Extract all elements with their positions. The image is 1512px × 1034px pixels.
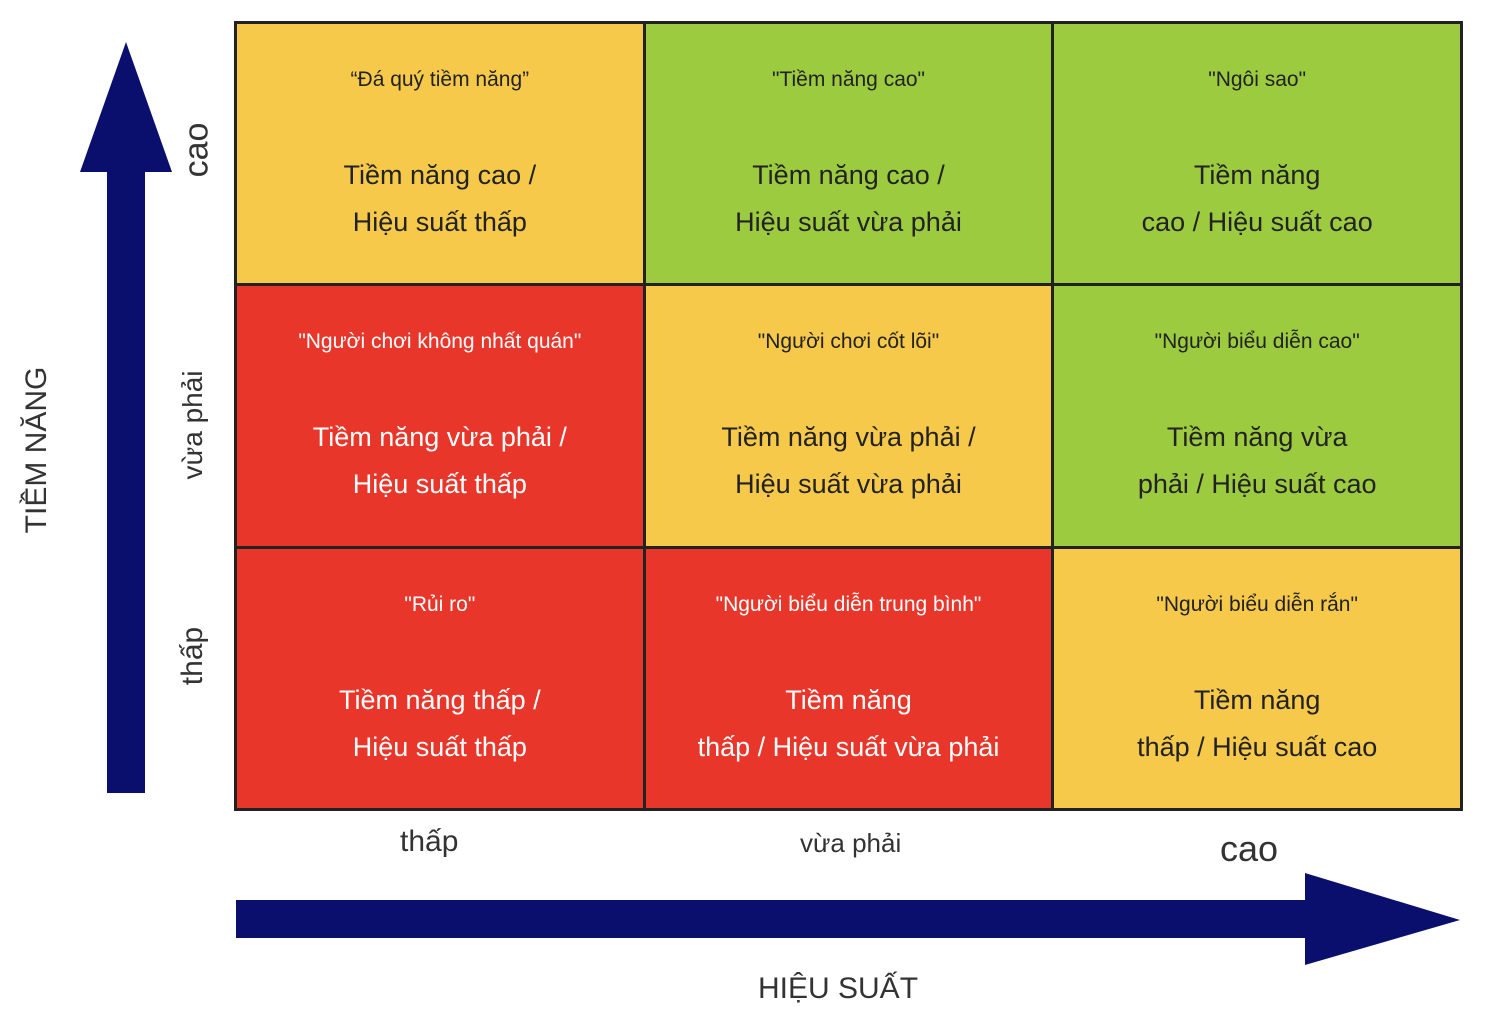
y-level: cao bbox=[177, 122, 216, 178]
cell-name: "Ngôi sao" bbox=[1208, 68, 1307, 91]
cell-description: Tiềm năng vừa bbox=[1166, 422, 1348, 453]
cell-name: "Người biểu diễn trung bình" bbox=[715, 592, 982, 616]
cell-name: "Người chơi không nhất quán" bbox=[298, 330, 582, 354]
y-arrow-head bbox=[80, 42, 172, 172]
y-level: thấp bbox=[176, 626, 209, 686]
x-level: vừa phải bbox=[800, 828, 902, 858]
cell-description: cao / Hiệu suất cao bbox=[1141, 207, 1373, 237]
cell-name: "Rủi ro" bbox=[404, 592, 476, 616]
grid-cell: "Tiềm năng cao" Tiềm năng cao / Hiệu suất … bbox=[645, 24, 1052, 284]
x-level: thấp bbox=[400, 825, 459, 858]
cell-description: phải / Hiệu suất cao bbox=[1137, 469, 1377, 500]
cell-name: "Tiềm năng cao" bbox=[771, 68, 926, 91]
cell-description: Hiệu suất vừa phải bbox=[735, 207, 962, 237]
grid-cell: "Người biểu diễn rắn" Tiềm năng thấp / Hiệ… bbox=[1054, 548, 1460, 808]
grid-cell: “Đá quý tiềm năng” Tiềm năng cao / Hiệu su… bbox=[237, 24, 643, 284]
x-arrow-shaft bbox=[236, 900, 1311, 938]
cell-name: "Người biểu diễn cao" bbox=[1154, 330, 1360, 354]
cell-description: Hiệu suất vừa phải bbox=[735, 469, 962, 500]
cell-description: Tiềm năng cao / bbox=[343, 160, 537, 190]
x-level: cao bbox=[1220, 828, 1279, 869]
cell-description: Hiệu suất thấp bbox=[352, 731, 527, 762]
cell-description: Hiệu suất thấp bbox=[352, 207, 527, 237]
grid-cell: "Rủi ro" Tiềm năng thấp / Hiệu suất thấp bbox=[237, 548, 643, 808]
y-axis-title: TIỀM NĂNG bbox=[20, 366, 53, 534]
cell-description: Hiệu suất thấp bbox=[352, 469, 527, 500]
x-arrow-head bbox=[1305, 873, 1460, 965]
cell-name: "Người chơi cốt lõi" bbox=[757, 330, 940, 354]
grid-cell: "Người biểu diễn trung bình" Tiềm năng thấ… bbox=[645, 548, 1052, 808]
cell-description: Tiềm năng bbox=[785, 684, 912, 715]
cell-description: Tiềm năng bbox=[1193, 160, 1321, 190]
cell-description: Tiềm năng thấp / bbox=[339, 684, 541, 715]
y-level: vừa phải bbox=[177, 370, 208, 480]
cell-description: thấp / Hiệu suất vừa phải bbox=[697, 731, 1000, 762]
grid-cell: "Ngôi sao" Tiềm năng cao / Hiệu suất cao bbox=[1054, 24, 1460, 284]
grid-cell: "Người chơi cốt lõi" Tiềm năng vừa phải /… bbox=[645, 286, 1052, 546]
cell-description: Tiềm năng vừa phải / bbox=[721, 422, 976, 453]
grid-cell: "Người chơi không nhất quán" Tiềm năng vừ… bbox=[237, 286, 643, 546]
nine-box-grid: “Đá quý tiềm năng” Tiềm năng cao / Hiệu su… bbox=[234, 21, 1463, 811]
cell-name: "Người biểu diễn rắn" bbox=[1156, 592, 1358, 616]
cell-description: thấp / Hiệu suất cao bbox=[1137, 731, 1378, 762]
x-axis-title: HIỆU SUẤT bbox=[758, 972, 919, 1005]
cell-description: Tiềm năng cao / bbox=[752, 160, 945, 190]
cell-description: Tiềm năng bbox=[1193, 684, 1321, 715]
y-arrow-shaft bbox=[107, 165, 145, 793]
cell-name: “Đá quý tiềm năng” bbox=[350, 68, 530, 91]
grid-cell: "Người biểu diễn cao" Tiềm năng vừa phải /… bbox=[1054, 286, 1460, 546]
cell-description: Tiềm năng vừa phải / bbox=[312, 422, 567, 453]
